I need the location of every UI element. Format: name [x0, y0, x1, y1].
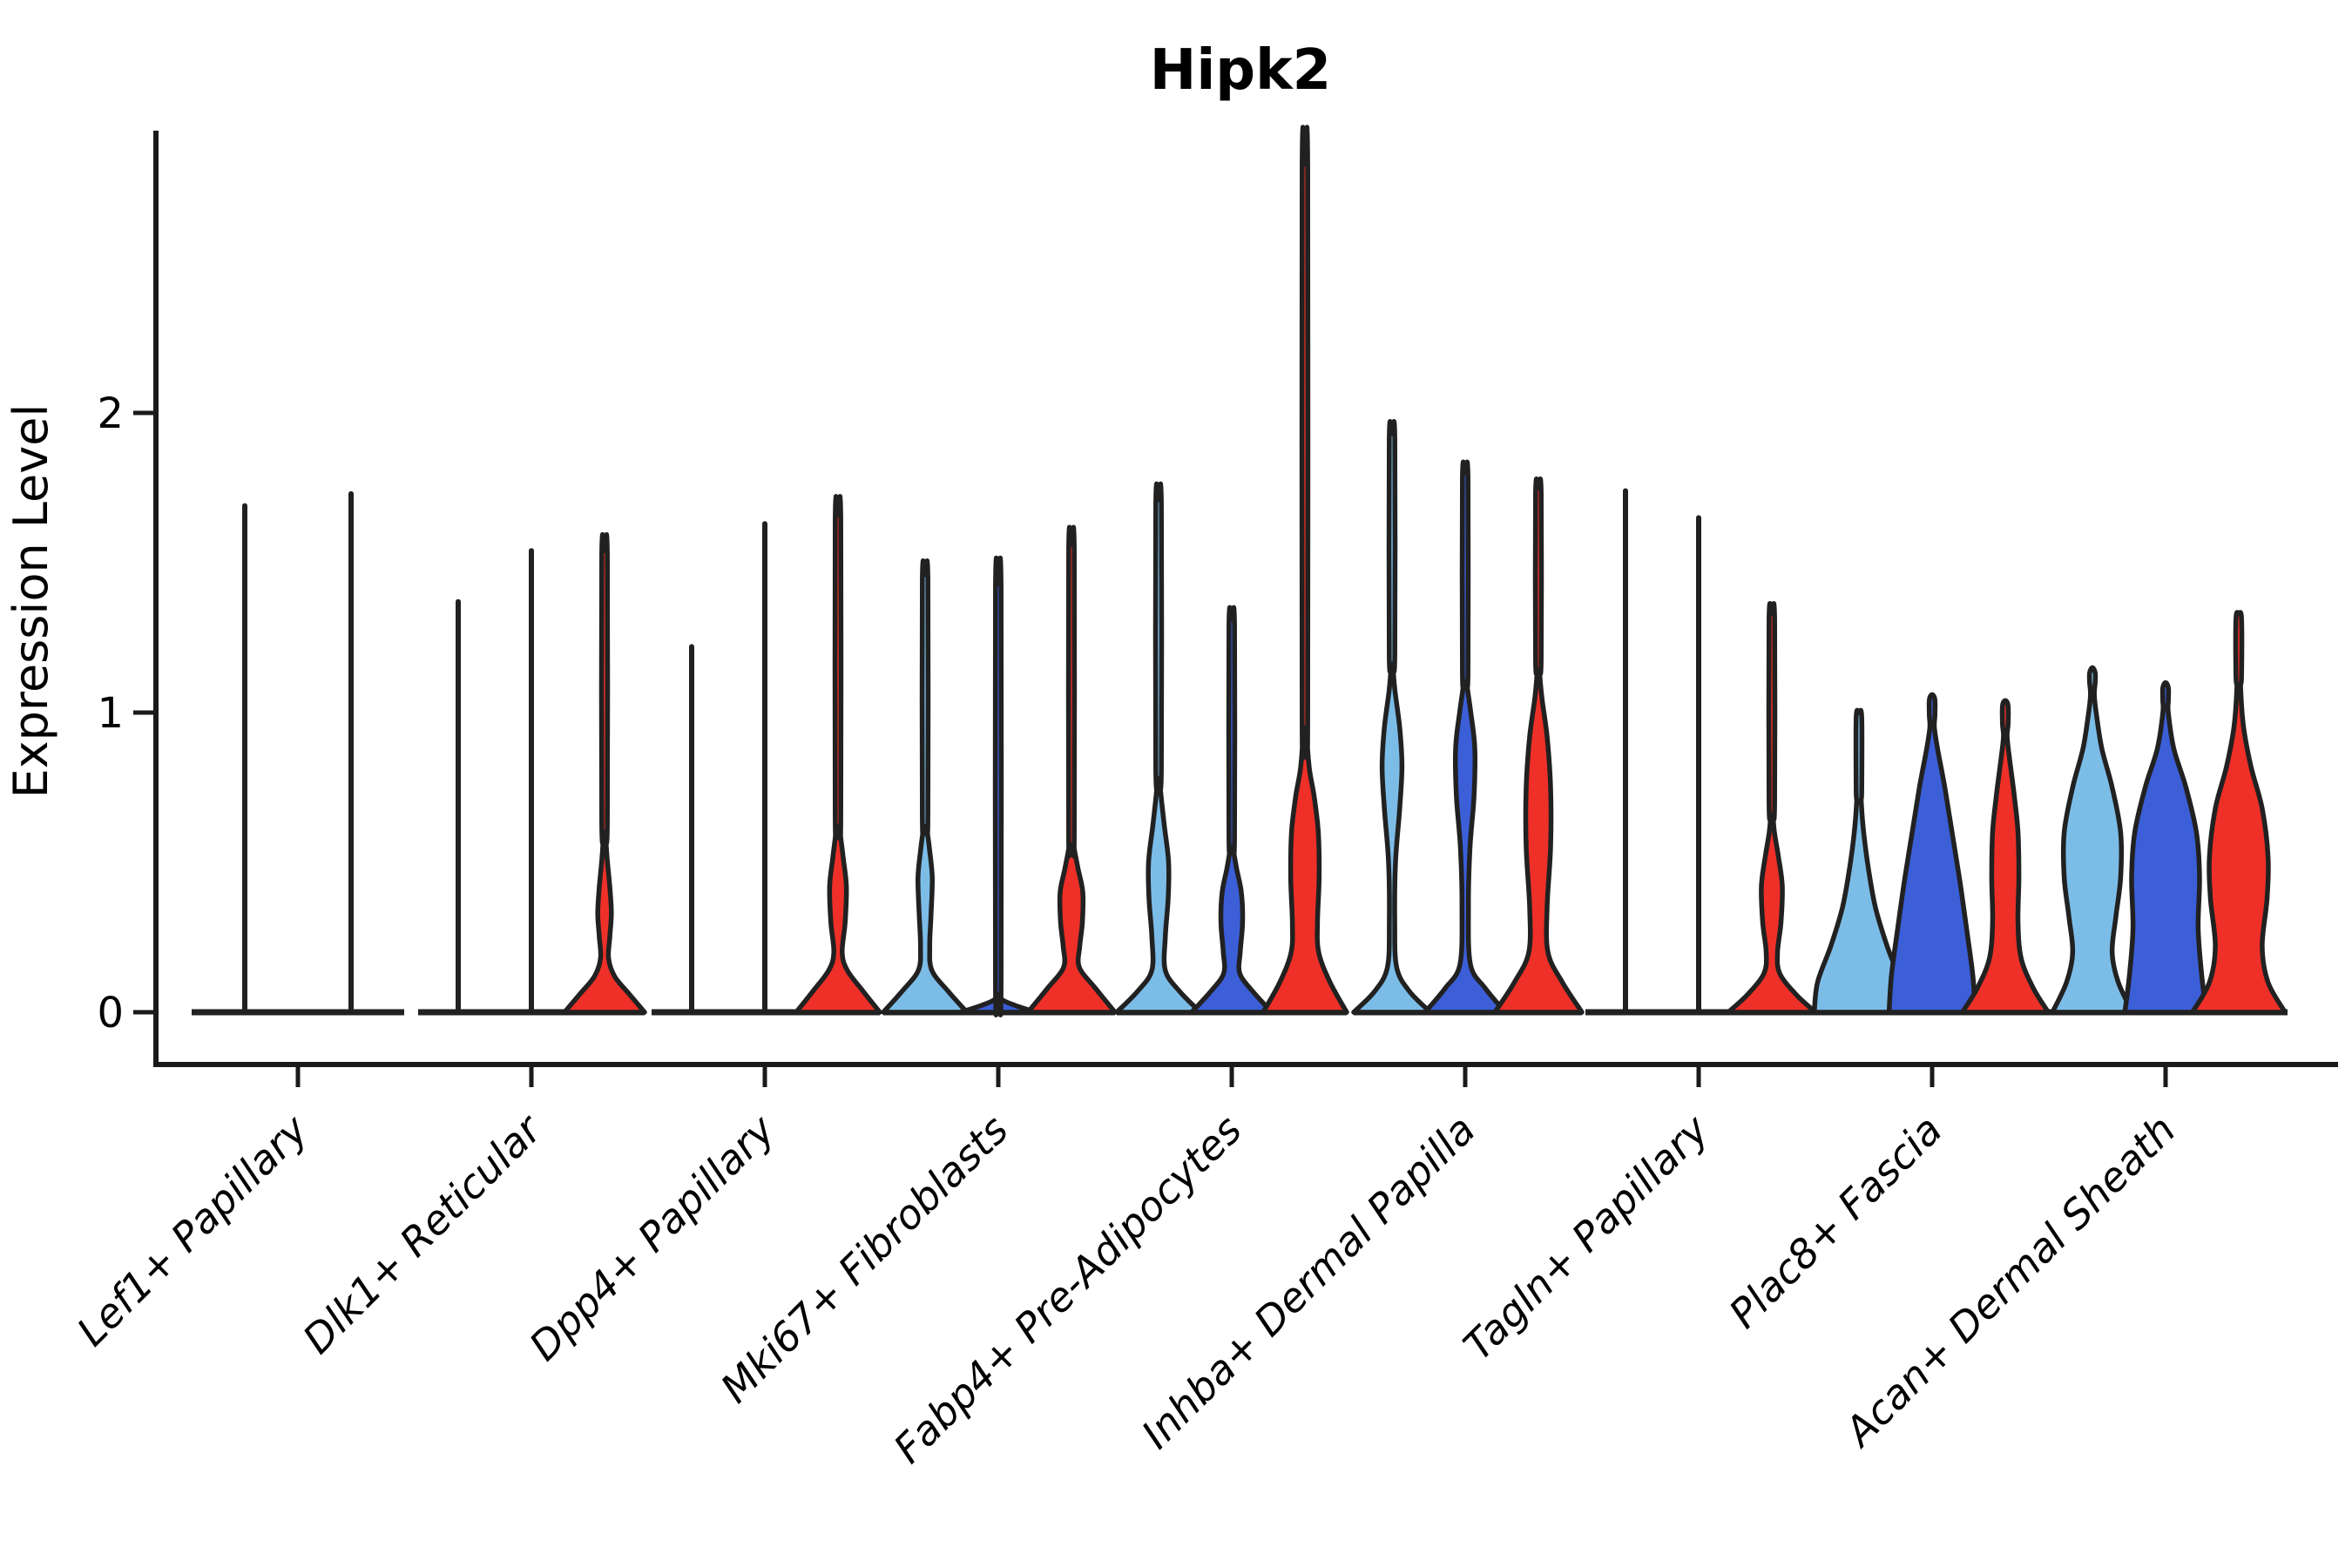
x-axis-label: Dlk1+ Reticular: [294, 1104, 552, 1362]
axes: [153, 131, 2338, 1067]
y-axis-label: Expression Level: [3, 404, 58, 799]
violin-body-blue: [1886, 692, 1978, 1015]
violin-body-blue: [957, 556, 1039, 1017]
violin-body-lightblue: [1114, 481, 1203, 1015]
violin-body-red: [1959, 698, 2051, 1015]
violin-body-blue: [1189, 605, 1274, 1015]
violin-body-red: [794, 494, 882, 1015]
x-axis-label: Dpp4+ Papillary: [520, 1105, 784, 1369]
violin-body-lightblue: [1351, 419, 1433, 1015]
x-axis-label: Tagln+ Papillary: [1454, 1105, 1718, 1369]
y-tick-labels: 0 1 2: [97, 389, 124, 1037]
y-tick-label-2: 2: [97, 389, 124, 438]
violin-body-red: [1025, 524, 1118, 1015]
violin-body-lightblue: [1811, 707, 1907, 1015]
violin-body-red: [1492, 476, 1585, 1015]
violin-body-blue: [2122, 679, 2209, 1015]
violin-body-blue: [1423, 459, 1508, 1015]
x-axis-label: Lef1+ Papillary: [68, 1105, 317, 1355]
violin-body-red: [2190, 610, 2288, 1015]
x-axis-label: Plac8+ Fascia: [1720, 1106, 1950, 1337]
violin-body-lightblue: [2050, 665, 2135, 1015]
violin-body-red: [1260, 125, 1349, 1015]
y-tick-label-0: 0: [97, 989, 124, 1037]
y-tick-label-1: 1: [97, 689, 124, 738]
chart-title: Hipk2: [1150, 38, 1331, 103]
violin-body-red: [562, 532, 647, 1015]
violin-body-red: [1726, 601, 1818, 1015]
violin-body-lightblue: [881, 558, 970, 1015]
